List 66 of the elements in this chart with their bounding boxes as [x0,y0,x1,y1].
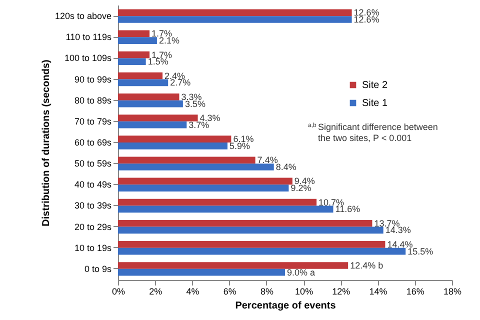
data-label: 3.7% [188,120,210,130]
x-tick-label: 16% [406,286,424,296]
y-tick-label: 110 to 119s [66,32,112,42]
legend-label: Site 2 [362,80,388,91]
bar [118,142,228,150]
y-tick-label: 30 to 39s [74,200,112,211]
y-tick-label: 50 to 59s [74,158,112,169]
data-label: 9.0% a [287,267,316,278]
x-tick-label: 0% [112,286,126,296]
bar [118,164,274,170]
data-label: 5.9% [229,140,250,151]
y-axis-title: Distribution of durations (seconds) [40,60,52,226]
legend-label: Site 1 [362,98,388,109]
bar [118,9,352,16]
data-label: 14.3% [385,225,411,236]
y-tick-label: 60 to 69s [74,138,112,148]
bar [118,198,317,206]
bar [118,241,386,248]
bar [118,51,150,58]
bar [118,226,384,234]
bar [118,37,157,44]
bar [118,248,406,255]
x-tick-label: 6% [223,286,236,296]
data-label: 2.7% [170,78,191,88]
x-tick-label: 12% [332,286,350,296]
bar [118,220,372,227]
bar [118,114,198,122]
data-label: 9.2% [290,183,312,194]
data-label: 12.6% [354,14,380,24]
x-axis-title: Percentage of events [235,300,336,312]
x-tick-label: 14% [369,286,388,296]
bar [118,58,146,66]
y-tick-label: 90 to 99s [74,74,112,84]
bar [118,136,232,142]
bar [118,262,348,269]
bar [118,206,334,213]
y-tick-label: 40 to 49s [74,180,112,190]
data-label: 7.4% [257,155,278,166]
bar [118,156,256,164]
y-tick-label: 10 to 19s [74,242,112,253]
y-tick-label: 100 to 109s [64,53,112,64]
y-tick-label: 120s to above [54,11,112,22]
bar [118,178,292,185]
bar [118,16,352,23]
y-tick-label: 20 to 29s [74,222,112,232]
data-label: 2.1% [158,36,180,46]
data-label: 11.6% [335,204,360,214]
data-label: 12.4% b [350,260,384,271]
data-label: 8.4% [276,162,296,172]
bar [118,72,163,80]
y-tick-label: 70 to 79s [74,116,112,126]
bar [118,268,285,276]
data-label: 1.5% [148,56,168,67]
x-tick-label: 2% [149,286,162,296]
bar [118,184,289,192]
x-tick-label: 4% [186,286,200,296]
y-tick-label: 0 to 9s [84,264,112,274]
bar [118,30,150,38]
bar [118,100,183,108]
x-tick-label: 8% [260,286,274,296]
y-tick-label: 80 to 89s [74,95,112,106]
bar [118,121,187,128]
bar [118,94,180,100]
bar [118,79,168,86]
x-tick-label: 18% [443,286,462,296]
x-tick-label: 10% [295,286,314,296]
